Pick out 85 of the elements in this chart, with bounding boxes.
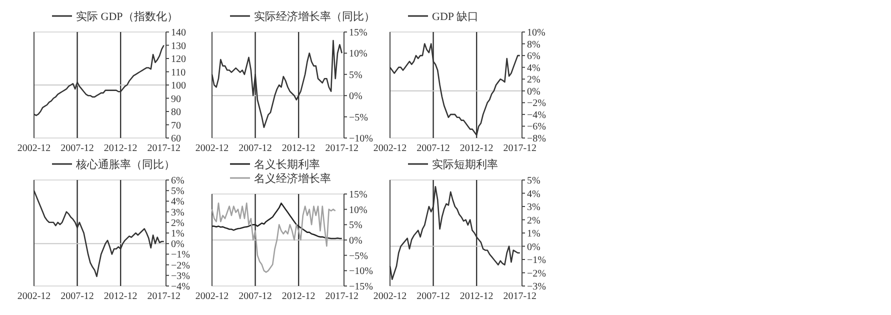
- y-tick-label: −4%: [171, 282, 190, 292]
- legend-label: 实际 GDP（指数化）: [76, 10, 178, 23]
- y-tick-label: 0%: [349, 91, 362, 102]
- y-tick-label: −5%: [349, 250, 368, 262]
- legend-label: GDP 缺口: [432, 10, 478, 23]
- y-tick-label: −3%: [171, 270, 190, 282]
- y-tick-label: −2%: [527, 98, 546, 110]
- line-series: [211, 202, 336, 273]
- y-tick-label: 10%: [349, 204, 368, 216]
- y-tick-label: 15%: [349, 28, 368, 38]
- x-tick-label: 2002-12: [195, 291, 229, 302]
- x-tick-label: 2012-12: [282, 143, 316, 154]
- x-tick-label: 2012-12: [460, 143, 494, 154]
- y-tick-label: 70: [171, 120, 181, 132]
- legend-label: 实际短期利率: [432, 158, 498, 171]
- x-tick-label: 2002-12: [373, 143, 407, 154]
- y-tick-label: 2%: [527, 74, 540, 86]
- y-tick-label: 4%: [527, 62, 540, 74]
- x-tick-label: 2002-12: [373, 291, 407, 302]
- y-tick-label: 6%: [171, 176, 184, 186]
- y-tick-label: 5%: [349, 70, 362, 81]
- legend-label: 核心通胀率（同比）: [75, 158, 175, 171]
- x-tick-label: 2007-12: [416, 291, 450, 302]
- y-tick-label: 15%: [349, 190, 368, 200]
- y-tick-label: 110: [171, 67, 186, 78]
- y-tick-label: −15%: [349, 282, 373, 292]
- line-series: [211, 202, 343, 240]
- x-tick-label: 2017-12: [503, 291, 537, 302]
- x-tick-label: 2017-12: [325, 143, 359, 154]
- y-tick-label: −10%: [349, 134, 373, 144]
- y-tick-label: 2%: [171, 218, 184, 229]
- y-tick-label: 1%: [527, 228, 540, 240]
- x-tick-label: 2007-12: [238, 291, 272, 302]
- x-tick-label: 2017-12: [147, 143, 181, 154]
- y-tick-label: −3%: [527, 282, 546, 292]
- y-tick-label: 0%: [171, 239, 184, 250]
- y-tick-label: 140: [171, 28, 186, 38]
- y-tick-label: 6%: [527, 51, 540, 62]
- y-tick-label: 5%: [171, 186, 184, 198]
- y-tick-label: −10%: [349, 266, 373, 278]
- y-tick-label: 5%: [527, 176, 540, 186]
- y-tick-label: 10%: [349, 48, 368, 60]
- y-tick-label: −4%: [527, 110, 546, 121]
- y-tick-label: 80: [171, 107, 181, 118]
- y-tick-label: 120: [171, 54, 186, 65]
- x-tick-label: 2012-12: [104, 143, 138, 154]
- x-tick-label: 2012-12: [460, 291, 494, 302]
- x-tick-label: 2002-12: [195, 143, 229, 154]
- x-tick-label: 2007-12: [416, 143, 450, 154]
- legend-label: 实际经济增长率（同比）: [254, 10, 375, 23]
- y-tick-label: 130: [171, 40, 186, 52]
- y-tick-label: 0%: [349, 236, 362, 246]
- legend-label: 名义长期利率: [254, 158, 320, 171]
- y-tick-label: −6%: [527, 122, 546, 133]
- y-tick-label: 90: [171, 94, 181, 105]
- y-tick-label: 10%: [527, 28, 546, 38]
- y-tick-label: −8%: [527, 134, 546, 144]
- y-tick-label: 2%: [527, 215, 540, 226]
- y-tick-label: 3%: [527, 202, 540, 213]
- x-tick-label: 2012-12: [282, 291, 316, 302]
- x-tick-label: 2017-12: [325, 291, 359, 302]
- x-tick-label: 2002-12: [17, 143, 51, 154]
- y-tick-label: 5%: [349, 220, 362, 232]
- y-tick-label: −1%: [527, 255, 546, 266]
- x-tick-label: 2007-12: [60, 291, 94, 302]
- y-tick-label: 8%: [527, 39, 540, 50]
- y-tick-label: 1%: [171, 228, 184, 240]
- x-tick-label: 2007-12: [60, 143, 94, 154]
- y-tick-label: −2%: [171, 260, 190, 272]
- y-tick-label: −5%: [349, 112, 368, 124]
- y-tick-label: 0%: [527, 86, 540, 98]
- x-tick-label: 2002-12: [17, 291, 51, 302]
- x-tick-label: 2007-12: [238, 143, 272, 154]
- y-tick-label: −1%: [171, 250, 190, 261]
- x-tick-label: 2012-12: [104, 291, 138, 302]
- x-tick-label: 2017-12: [147, 291, 181, 302]
- x-tick-label: 2017-12: [503, 143, 537, 154]
- y-tick-label: 4%: [171, 196, 184, 208]
- y-tick-label: 0%: [527, 242, 540, 253]
- y-tick-label: 4%: [527, 188, 540, 200]
- y-tick-label: 100: [171, 80, 186, 92]
- y-tick-label: 3%: [171, 207, 184, 218]
- legend-label: 名义经济增长率: [254, 172, 331, 185]
- y-tick-label: −2%: [527, 268, 546, 280]
- y-tick-label: 60: [171, 134, 181, 144]
